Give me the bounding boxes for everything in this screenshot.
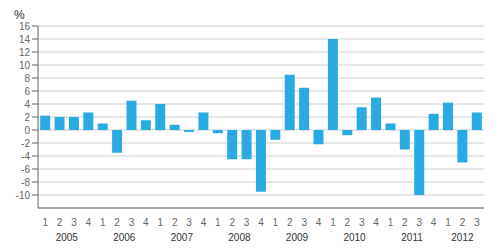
svg-text:1: 1: [100, 217, 106, 228]
svg-text:3: 3: [474, 217, 480, 228]
svg-text:10: 10: [19, 60, 31, 71]
svg-text:1: 1: [158, 217, 164, 228]
svg-text:1: 1: [330, 217, 336, 228]
svg-text:-10: -10: [16, 190, 31, 201]
svg-text:12: 12: [19, 47, 31, 58]
svg-text:2006: 2006: [113, 232, 136, 242]
svg-text:2011: 2011: [401, 232, 423, 242]
svg-text:2: 2: [229, 217, 235, 228]
svg-text:1: 1: [273, 217, 279, 228]
svg-text:3: 3: [186, 217, 192, 228]
svg-text:-4: -4: [21, 151, 30, 162]
svg-text:2008: 2008: [228, 232, 251, 242]
svg-text:2009: 2009: [286, 232, 309, 242]
svg-text:4: 4: [201, 217, 207, 228]
svg-text:0: 0: [24, 125, 30, 136]
svg-text:2: 2: [114, 217, 120, 228]
svg-text:2: 2: [57, 217, 63, 228]
svg-text:3: 3: [416, 217, 422, 228]
svg-text:1: 1: [388, 217, 394, 228]
svg-text:3: 3: [301, 217, 307, 228]
svg-text:2: 2: [460, 217, 466, 228]
svg-text:2: 2: [287, 217, 293, 228]
svg-text:3: 3: [129, 217, 135, 228]
svg-text:8: 8: [24, 73, 30, 84]
svg-text:6: 6: [24, 86, 30, 97]
svg-text:4: 4: [24, 99, 30, 110]
svg-text:3: 3: [71, 217, 77, 228]
svg-text:-6: -6: [21, 164, 30, 175]
svg-text:14: 14: [19, 34, 31, 45]
svg-text:4: 4: [373, 217, 379, 228]
svg-text:1: 1: [42, 217, 48, 228]
svg-text:2007: 2007: [171, 232, 194, 242]
svg-text:3: 3: [244, 217, 250, 228]
svg-text:16: 16: [19, 21, 31, 32]
svg-text:4: 4: [86, 217, 92, 228]
svg-text:4: 4: [143, 217, 149, 228]
svg-text:2: 2: [345, 217, 351, 228]
svg-text:2: 2: [24, 112, 30, 123]
svg-text:1: 1: [445, 217, 451, 228]
svg-text:-8: -8: [21, 177, 30, 188]
svg-text:-2: -2: [21, 138, 30, 149]
svg-text:4: 4: [316, 217, 322, 228]
svg-text:1: 1: [215, 217, 221, 228]
svg-text:2: 2: [172, 217, 178, 228]
svg-text:4: 4: [431, 217, 437, 228]
svg-text:4: 4: [258, 217, 264, 228]
svg-text:2010: 2010: [343, 232, 366, 242]
svg-text:2005: 2005: [56, 232, 79, 242]
svg-text:2: 2: [402, 217, 408, 228]
svg-text:2012: 2012: [451, 232, 474, 242]
svg-text:3: 3: [359, 217, 365, 228]
